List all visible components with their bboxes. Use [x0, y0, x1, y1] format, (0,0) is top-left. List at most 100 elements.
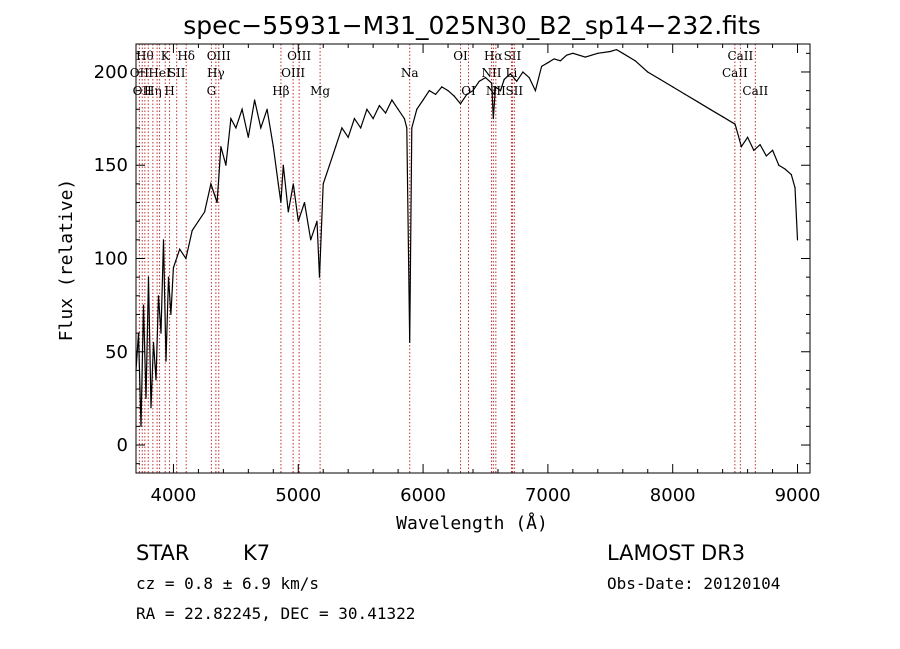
- x-axis: 4000 5000 6000 7000 8000 9000: [151, 44, 821, 506]
- data-point-0-94: [647, 71, 649, 73]
- data-point-0-7: [152, 341, 155, 344]
- data-point-0-38: [297, 220, 299, 222]
- data-point-0-48: [353, 118, 356, 120]
- data-point-0-25: [230, 118, 232, 120]
- data-point-0-52: [378, 104, 380, 107]
- data-point-0-83: [547, 62, 549, 64]
- data-point-0-99: [709, 108, 711, 110]
- x-axis-label: Wavelength (Å): [396, 512, 548, 534]
- data-point-0-43: [322, 183, 324, 185]
- data-point-0-55: [397, 108, 399, 110]
- data-point-0-59: [411, 127, 413, 129]
- data-point-0-53: [385, 112, 387, 114]
- data-point-0-12: [165, 360, 167, 362]
- data-point-0-84: [553, 58, 555, 60]
- data-point-0-35: [282, 164, 284, 166]
- object-subclass: K7: [243, 541, 270, 565]
- object-class: STAR: [136, 541, 189, 565]
- y-tick-label-0: 0: [117, 435, 128, 456]
- x-tick-label-9000: 9000: [775, 485, 821, 506]
- data-point-0-66: [453, 95, 455, 97]
- y-tick-label-100: 100: [94, 249, 128, 270]
- data-point-0-95: [659, 78, 661, 81]
- y-tick-label-50: 50: [105, 342, 128, 363]
- data-point-0-78: [516, 80, 518, 82]
- data-point-0-106: [765, 155, 767, 157]
- data-point-0-105: [759, 144, 761, 146]
- line-label-21: NII: [481, 66, 501, 80]
- data-point-0-47: [347, 136, 349, 138]
- data-point-0-85: [559, 60, 561, 62]
- line-label-4: Hη: [144, 84, 162, 98]
- data-point-0-104: [753, 149, 755, 151]
- data-point-0-72: [491, 82, 493, 84]
- data-point-0-26: [235, 127, 237, 129]
- data-point-0-74: [494, 86, 497, 88]
- data-point-0-5: [147, 276, 150, 278]
- data-point-0-65: [447, 90, 449, 92]
- line-label-11: G: [207, 84, 217, 98]
- data-point-0-46: [341, 127, 343, 129]
- data-point-0-18: [191, 229, 193, 232]
- x-tick-label-7000: 7000: [525, 485, 571, 506]
- line-label-10: Hδ: [177, 49, 195, 63]
- data-point-0-68: [466, 93, 468, 95]
- line-label-26: SII: [505, 84, 523, 98]
- data-point-0-61: [422, 99, 424, 101]
- data-point-0-75: [499, 90, 502, 92]
- data-point-0-44: [328, 164, 331, 166]
- data-point-0-4: [145, 397, 147, 399]
- line-label-29: CaII: [742, 84, 768, 98]
- line-label-23: NII: [486, 84, 506, 98]
- data-point-0-87: [572, 52, 574, 54]
- data-point-0-109: [784, 168, 786, 170]
- data-point-0-37: [292, 183, 294, 185]
- data-point-0-107: [771, 149, 774, 151]
- data-point-0-50: [366, 108, 368, 110]
- x-tick-label-8000: 8000: [650, 485, 696, 506]
- data-point-0-29: [253, 99, 256, 101]
- data-point-0-101: [734, 123, 736, 125]
- data-point-0-112: [796, 239, 799, 241]
- line-label-24: Li: [506, 66, 518, 80]
- data-point-0-69: [472, 90, 474, 92]
- y-axis-label: Flux (relative): [56, 179, 77, 342]
- data-point-0-73: [492, 118, 494, 120]
- data-point-0-67: [459, 103, 462, 105]
- line-label-20: OI: [461, 84, 476, 98]
- line-label-9: SII: [168, 66, 186, 80]
- data-point-0-96: [672, 86, 674, 88]
- line-label-14: Hβ: [272, 84, 289, 98]
- data-point-0-24: [225, 164, 227, 166]
- data-point-0-92: [622, 52, 624, 54]
- data-point-0-15: [172, 267, 175, 269]
- data-point-0-76: [503, 78, 505, 81]
- line-label-27: CaII: [722, 66, 748, 80]
- data-point-0-98: [697, 101, 699, 103]
- line-label-8: H: [164, 84, 174, 98]
- data-point-0-6: [150, 407, 152, 409]
- data-point-0-64: [441, 86, 443, 88]
- line-label-15: OIII: [281, 66, 305, 80]
- emission-line-markers: OIIOΙΙHθHηHeIKHSIIHδGHγOIIIHβOIIIOIIIMgN…: [130, 44, 768, 473]
- data-point-0-79: [522, 71, 524, 73]
- data-point-0-108: [778, 164, 780, 166]
- data-point-0-3: [142, 304, 145, 306]
- line-label-16: OIII: [287, 49, 311, 63]
- observation-date: Obs-Date: 20120104: [607, 574, 780, 593]
- line-label-28: CaII: [727, 49, 753, 63]
- line-label-1: OΙΙ: [133, 84, 153, 98]
- data-point-0-41: [316, 220, 318, 222]
- y-tick-label-150: 150: [94, 155, 128, 176]
- data-point-0-34: [280, 201, 282, 204]
- data-point-0-81: [534, 90, 537, 92]
- x-tick-label-5000: 5000: [275, 485, 321, 506]
- line-label-25: SII: [504, 49, 522, 63]
- data-point-0-23: [220, 145, 222, 148]
- data-point-0-71: [484, 76, 487, 79]
- data-point-0-54: [391, 99, 393, 101]
- data-point-0-45: [335, 145, 337, 148]
- line-label-17: Mg: [310, 84, 330, 98]
- data-point-0-9: [157, 295, 160, 297]
- data-point-0-36: [287, 211, 289, 213]
